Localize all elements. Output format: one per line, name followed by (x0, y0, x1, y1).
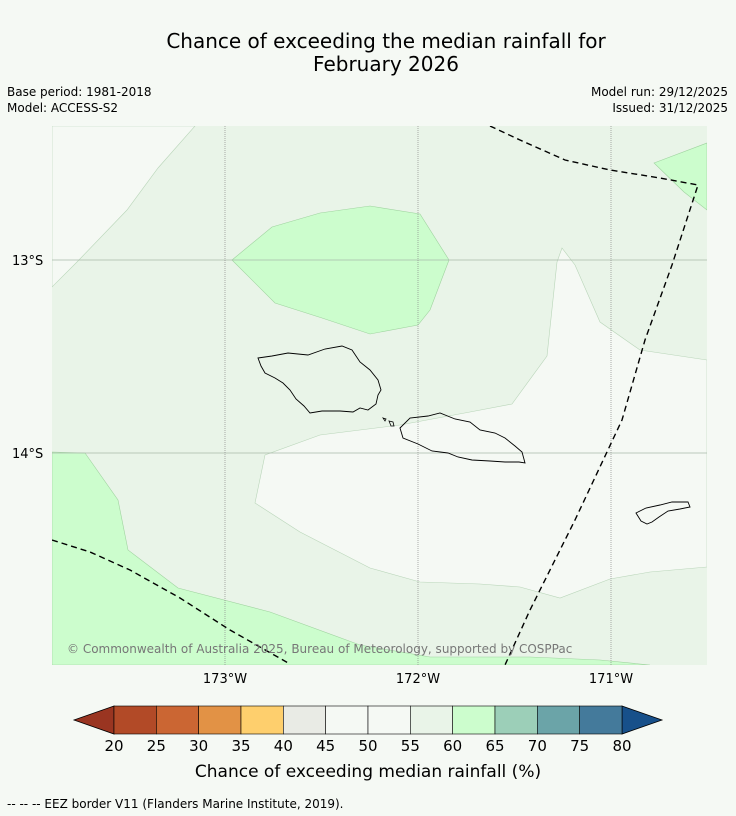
lon-label-171w: 171°W (589, 672, 633, 687)
colorbar-segment (452, 705, 496, 735)
colorbar-segment (156, 705, 199, 735)
colorbar-segment (113, 705, 157, 735)
tutuila-island (635, 501, 691, 525)
colorbar-segment (325, 705, 369, 735)
colorbar-label: Chance of exceeding median rainfall (%) (194, 762, 542, 782)
colorbar-tick-label: 70 (528, 737, 547, 755)
band-60-65-southwest (52, 451, 651, 665)
colorbar-tick-label: 80 (612, 737, 631, 755)
colorbar-tick-label: 50 (358, 737, 377, 755)
issued-text: Issued: 31/12/2025 (612, 101, 728, 115)
manono-island (382, 417, 387, 422)
colorbar-segment (494, 705, 538, 735)
model-run-text: Model run: 29/12/2025 (590, 85, 728, 99)
colorbar-tick-label: 60 (443, 737, 462, 755)
colorbar-segment (410, 705, 453, 735)
title-line-1: Chance of exceeding the median rainfall … (166, 29, 606, 53)
map-copyright: © Commonwealth of Australia 2025, Bureau… (67, 642, 572, 656)
lon-label-172w: 172°W (396, 672, 440, 687)
colorbar-tick-label: 25 (147, 737, 166, 755)
gridlines (52, 259, 707, 454)
colorbar-under-arrow (72, 705, 115, 735)
band-60-65-northeast (653, 142, 707, 211)
colorbar-segment (579, 705, 623, 735)
lat-label-14s: 14°S (12, 447, 43, 462)
colorbar-tick-label: 45 (316, 737, 335, 755)
colorbar-over-arrow (621, 705, 664, 735)
colorbar-tick-label: 30 (189, 737, 208, 755)
colorbar-tick-label: 55 (401, 737, 420, 755)
forecast-map: © Commonwealth of Australia 2025, Bureau… (12, 126, 707, 687)
metadata-left: Base period: 1981-2018 Model: ACCESS-S2 (7, 84, 152, 116)
colorbar-segment (283, 705, 326, 735)
lon-label-173w: 173°W (203, 672, 247, 687)
colorbar-segment (198, 705, 242, 735)
eez-borders (52, 126, 699, 665)
lat-label-13s: 13°S (12, 254, 43, 269)
base-period-text: Base period: 1981-2018 (7, 85, 152, 99)
colorbar-segment (367, 705, 411, 735)
band-50-55-northwest (52, 126, 196, 288)
colorbar-segment (537, 705, 580, 735)
colorbar-tick-label: 35 (231, 737, 250, 755)
colorbar-tick-label: 20 (104, 737, 123, 755)
band-50-55-central (254, 247, 707, 599)
title-line-2: February 2026 (313, 52, 459, 76)
colorbar-tick-label: 75 (570, 737, 589, 755)
band-60-65-north (231, 205, 450, 335)
colorbar-tick-label: 65 (485, 737, 504, 755)
colorbar: 20 25 30 35 40 45 50 55 60 65 70 75 80 (72, 705, 664, 755)
upolu-island (399, 412, 526, 464)
model-text: Model: ACCESS-S2 (7, 101, 119, 115)
chart-title: Chance of exceeding the median rainfall … (0, 30, 736, 76)
colorbar-segment (240, 705, 284, 735)
colorbar-tick-label: 40 (274, 737, 293, 755)
eez-footnote: -- -- -- EEZ border V11 (Flanders Marine… (7, 797, 344, 811)
metadata-right: Model run: 29/12/2025 Issued: 31/12/2025 (591, 84, 728, 116)
apolima-island (388, 420, 395, 427)
savaii-island (257, 345, 382, 414)
